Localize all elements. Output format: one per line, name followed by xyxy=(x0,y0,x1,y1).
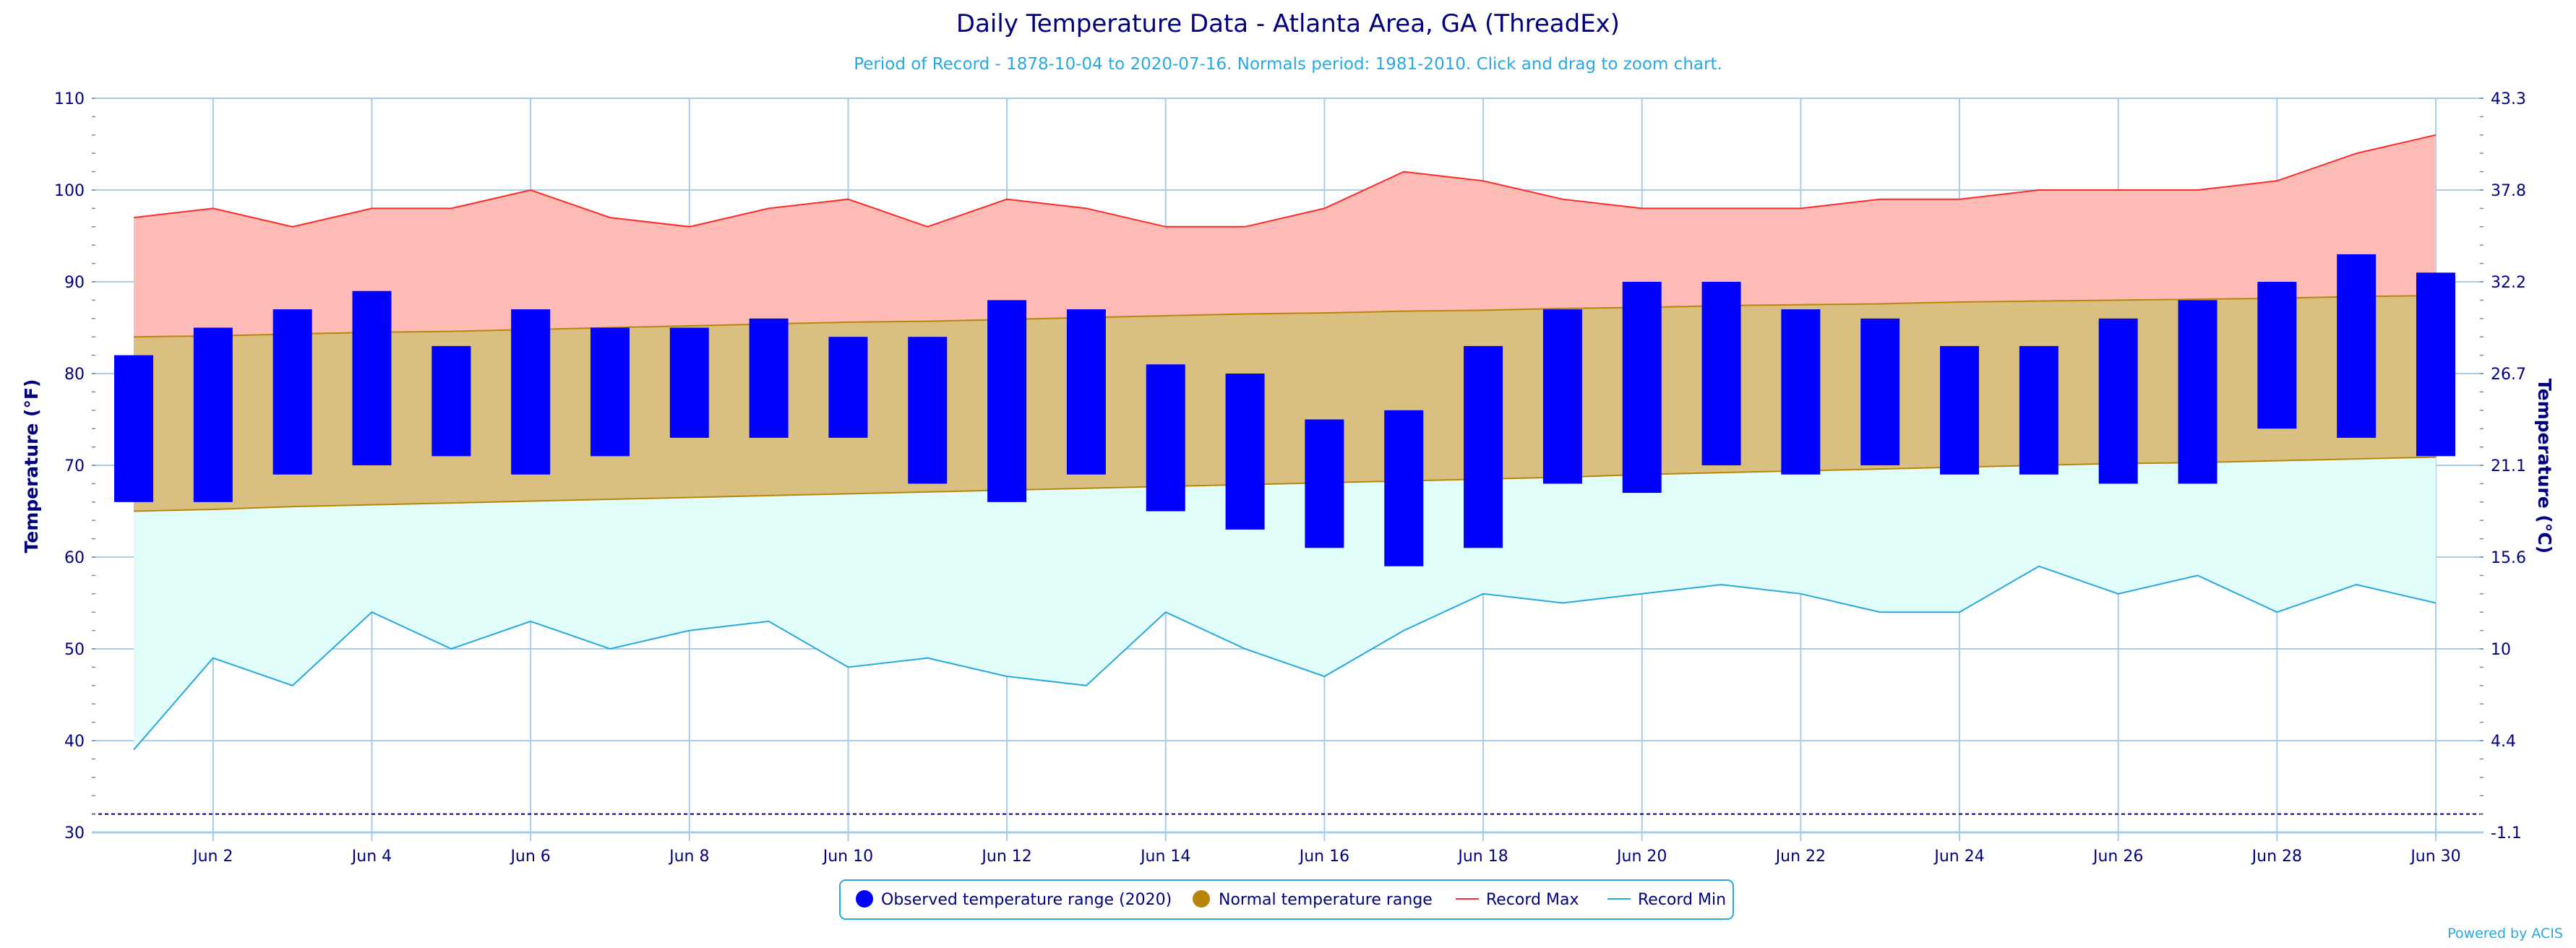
observed-bar[interactable] xyxy=(1225,374,1265,530)
y-tick-label-left: 80 xyxy=(64,366,85,384)
observed-bar[interactable] xyxy=(1146,364,1185,512)
y-tick-label-right: 37.8 xyxy=(2491,182,2526,200)
observed-bar[interactable] xyxy=(2178,300,2217,484)
legend[interactable]: Observed temperature range (2020) Normal… xyxy=(839,879,1734,920)
observed-bar[interactable] xyxy=(1464,345,1503,548)
areas xyxy=(133,134,2437,750)
y-axis-title-right: Temperature (°C) xyxy=(2534,379,2555,553)
normal-range-area xyxy=(134,296,2436,512)
x-tick-label: Jun 22 xyxy=(1774,848,1826,866)
x-tick-label: Jun 20 xyxy=(1615,848,1667,866)
observed-bar[interactable] xyxy=(193,327,233,502)
observed-bar[interactable] xyxy=(2257,282,2297,429)
legend-item-record-max[interactable]: Record Max xyxy=(1456,891,1579,909)
observed-bar[interactable] xyxy=(2098,318,2138,484)
observed-bar[interactable] xyxy=(749,318,789,438)
observed-bar[interactable] xyxy=(1781,309,1821,475)
observed-bar[interactable] xyxy=(828,337,868,438)
x-tick-label: Jun 8 xyxy=(668,848,709,866)
record-max-area xyxy=(134,134,2436,337)
x-tick-label: Jun 6 xyxy=(509,848,550,866)
x-tick-label: Jun 28 xyxy=(2251,848,2302,866)
observed-bar[interactable] xyxy=(2337,254,2377,438)
observed-bar[interactable] xyxy=(2416,272,2455,457)
legend-item-observed[interactable]: Observed temperature range (2020) xyxy=(856,890,1172,909)
y-tick-label-left: 60 xyxy=(64,549,85,567)
axes: 30 -1.1 40 4.4 50 10 60 15.6 70 21.1 80 26.7 90 32.2 1… xyxy=(54,90,2526,866)
legend-observed-marker xyxy=(856,890,873,908)
observed-bar[interactable] xyxy=(1940,345,1980,475)
observed-bar[interactable] xyxy=(1701,282,1741,465)
x-tick-label: Jun 10 xyxy=(822,848,873,866)
y-tick-label-left: 50 xyxy=(64,641,85,659)
y-tick-label-right: 4.4 xyxy=(2491,733,2516,751)
observed-bar[interactable] xyxy=(432,345,471,457)
legend-normal-marker xyxy=(1193,890,1210,908)
x-tick-label: Jun 4 xyxy=(351,848,392,866)
observed-bar[interactable] xyxy=(1384,410,1424,566)
observed-bar[interactable] xyxy=(272,309,312,475)
x-tick-label: Jun 18 xyxy=(1456,848,1508,866)
y-axis-title-left: Temperature (°F) xyxy=(21,379,42,553)
legend-item-record-min[interactable]: Record Min xyxy=(1607,891,1726,909)
legend-box xyxy=(839,879,1734,920)
y-tick-label-right: 15.6 xyxy=(2491,549,2526,567)
y-tick-label-left: 100 xyxy=(54,182,85,200)
observed-bar[interactable] xyxy=(908,337,948,484)
legend-record-min-label: Record Min xyxy=(1638,891,1726,909)
y-tick-label-right: 26.7 xyxy=(2491,366,2526,384)
legend-item-normal[interactable]: Normal temperature range xyxy=(1193,890,1433,909)
observed-bar[interactable] xyxy=(1066,309,1106,475)
x-tick-label: Jun 24 xyxy=(1933,848,1984,866)
record-max-line xyxy=(133,134,2437,228)
y-tick-label-right: -1.1 xyxy=(2491,824,2522,843)
legend-observed-label: Observed temperature range (2020) xyxy=(881,891,1172,909)
observed-bar[interactable] xyxy=(1305,419,1344,548)
x-tick-label: Jun 16 xyxy=(1298,848,1349,866)
y-tick-label-left: 70 xyxy=(64,457,85,475)
y-tick-label-left: 90 xyxy=(64,274,85,292)
observed-bar[interactable] xyxy=(1860,318,1900,465)
x-tick-label: Jun 2 xyxy=(192,848,233,866)
y-tick-label-right: 21.1 xyxy=(2491,457,2526,475)
chart-title: Daily Temperature Data - Atlanta Area, G… xyxy=(956,9,1620,38)
chart-subtitle: Period of Record - 1878-10-04 to 2020-07… xyxy=(854,55,1722,74)
x-tick-label: Jun 30 xyxy=(2409,848,2460,866)
x-tick-label: Jun 14 xyxy=(1139,848,1190,866)
record-min-line xyxy=(133,565,2437,751)
y-tick-label-left: 30 xyxy=(64,824,85,843)
x-tick-label: Jun 26 xyxy=(2092,848,2143,866)
record-min-area xyxy=(134,457,2436,750)
observed-bar[interactable] xyxy=(2019,345,2058,475)
observed-bar[interactable] xyxy=(511,309,551,475)
y-tick-label-right: 32.2 xyxy=(2491,274,2526,292)
observed-bar[interactable] xyxy=(352,290,392,465)
x-tick-label: Jun 12 xyxy=(980,848,1031,866)
y-tick-label-left: 40 xyxy=(64,733,85,751)
y-tick-label-left: 110 xyxy=(54,90,85,108)
y-tick-label-right: 43.3 xyxy=(2491,90,2526,108)
y-tick-label-right: 10 xyxy=(2491,641,2511,659)
legend-normal-label: Normal temperature range xyxy=(1219,891,1433,909)
observed-bar[interactable] xyxy=(669,327,709,438)
observed-bar[interactable] xyxy=(590,327,630,457)
credits-link[interactable]: Powered by ACIS xyxy=(2447,926,2563,941)
record-lines xyxy=(92,134,2483,815)
legend-record-max-label: Record Max xyxy=(1486,891,1579,909)
observed-bars[interactable] xyxy=(114,254,2455,566)
observed-bar[interactable] xyxy=(1542,309,1582,484)
observed-bar[interactable] xyxy=(114,355,153,502)
observed-bar[interactable] xyxy=(1622,282,1662,494)
observed-bar[interactable] xyxy=(987,300,1027,502)
